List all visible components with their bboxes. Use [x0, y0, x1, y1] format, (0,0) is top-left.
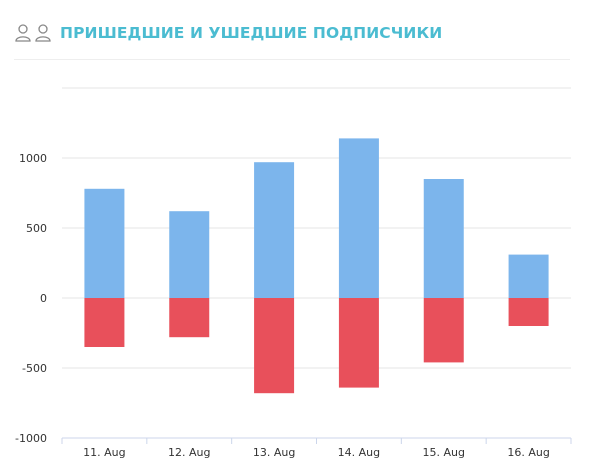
bar-outgoing	[254, 298, 295, 394]
chart-header: ПРИШЕДШИЕ И УШЕДШИЕ ПОДПИСЧИКИ	[14, 20, 442, 46]
x-tick-label: 13. Aug	[253, 446, 295, 459]
y-tick-label: 1000	[19, 152, 47, 165]
bar-outgoing	[84, 298, 125, 347]
y-tick-label: 500	[26, 222, 47, 235]
header-divider	[14, 59, 570, 60]
bar-incoming	[84, 188, 125, 298]
user-outline-icon	[15, 24, 31, 42]
bar-outgoing	[508, 298, 549, 326]
y-tick-label: -500	[22, 362, 47, 375]
bar-incoming	[169, 211, 210, 298]
bar-outgoing	[338, 298, 379, 388]
bar-incoming	[254, 162, 295, 298]
chart-title: ПРИШЕДШИЕ И УШЕДШИЕ ПОДПИСЧИКИ	[60, 24, 443, 42]
bar-outgoing	[423, 298, 464, 363]
y-tick-label: -1000	[15, 432, 47, 445]
x-tick-label: 15. Aug	[423, 446, 465, 459]
x-tick-label: 16. Aug	[507, 446, 549, 459]
user-outline-icon	[35, 24, 51, 42]
bar-incoming	[338, 138, 379, 298]
bar-outgoing	[169, 298, 210, 338]
bar-incoming	[508, 254, 549, 298]
x-tick-label: 11. Aug	[83, 446, 125, 459]
subscribers-bar-chart: 1000 500 0 -500 -1000 11. Aug 12. Aug 13. Aug 14…	[15, 87, 572, 459]
bar-incoming	[423, 179, 464, 298]
x-tick-label: 12. Aug	[168, 446, 210, 459]
y-tick-label: 0	[40, 292, 47, 305]
x-tick-label: 14. Aug	[338, 446, 380, 459]
